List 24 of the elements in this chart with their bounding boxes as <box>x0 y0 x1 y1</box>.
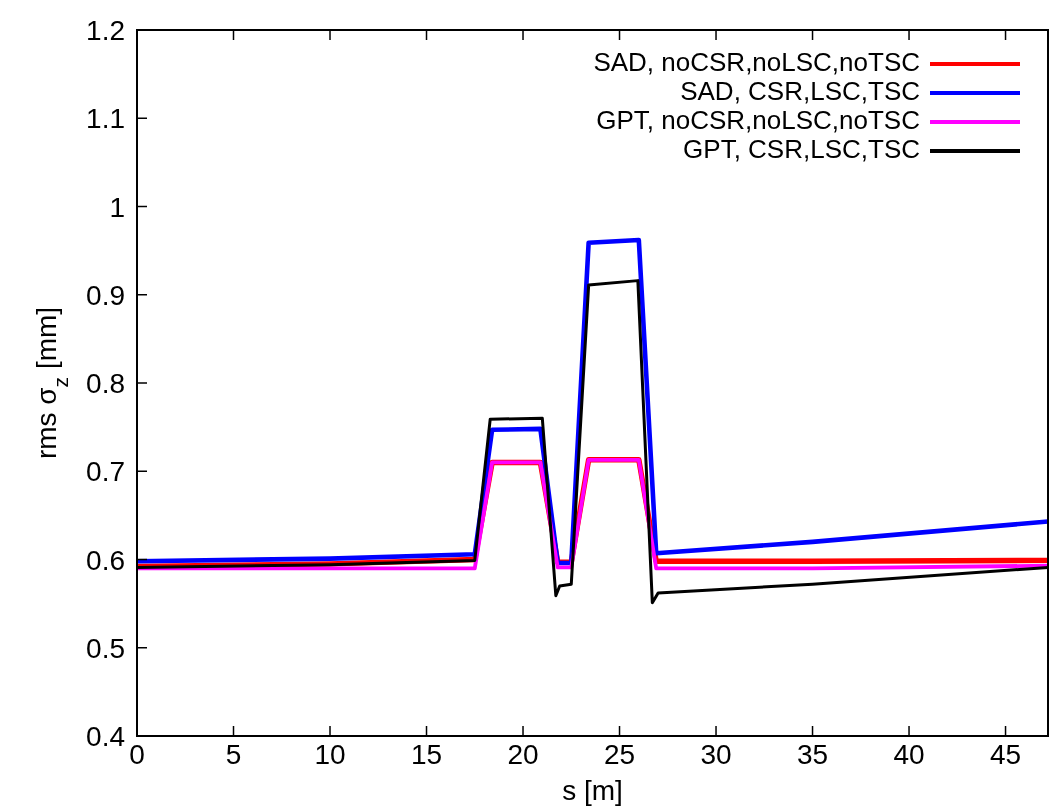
x-tick-label: 35 <box>796 739 829 770</box>
x-tick-label: 5 <box>225 739 242 770</box>
x-tick-label: 25 <box>603 739 636 770</box>
y-tick-label: 1.1 <box>86 103 125 135</box>
legend-label: GPT, CSR,LSC,TSC <box>683 133 920 164</box>
y-tick-label: 1.2 <box>86 15 125 46</box>
x-tick-label: 40 <box>893 739 925 770</box>
legend-label: SAD, CSR,LSC,TSC <box>680 75 920 106</box>
x-axis-title: s [m] <box>562 775 623 806</box>
y-tick-label: 0.5 <box>86 632 125 664</box>
legend-label: GPT, noCSR,noLSC,noTSC <box>596 104 920 135</box>
x-tick-label: 20 <box>507 739 539 770</box>
y-tick-label: 0.7 <box>86 456 125 488</box>
x-tick-label: 30 <box>700 739 732 770</box>
x-tick-label: 0 <box>129 739 145 770</box>
y-tick-label: 0.8 <box>86 368 125 399</box>
x-tick-label: 45 <box>989 739 1022 770</box>
legend-label: SAD, noCSR,noLSC,noTSC <box>593 46 920 77</box>
x-tick-label: 10 <box>314 739 346 770</box>
y-tick-label: 0.4 <box>86 721 125 752</box>
y-tick-label: 1 <box>109 191 125 223</box>
x-tick-label: 15 <box>410 739 443 770</box>
y-tick-label: 0.9 <box>86 279 125 311</box>
y-tick-label: 0.6 <box>86 544 125 576</box>
